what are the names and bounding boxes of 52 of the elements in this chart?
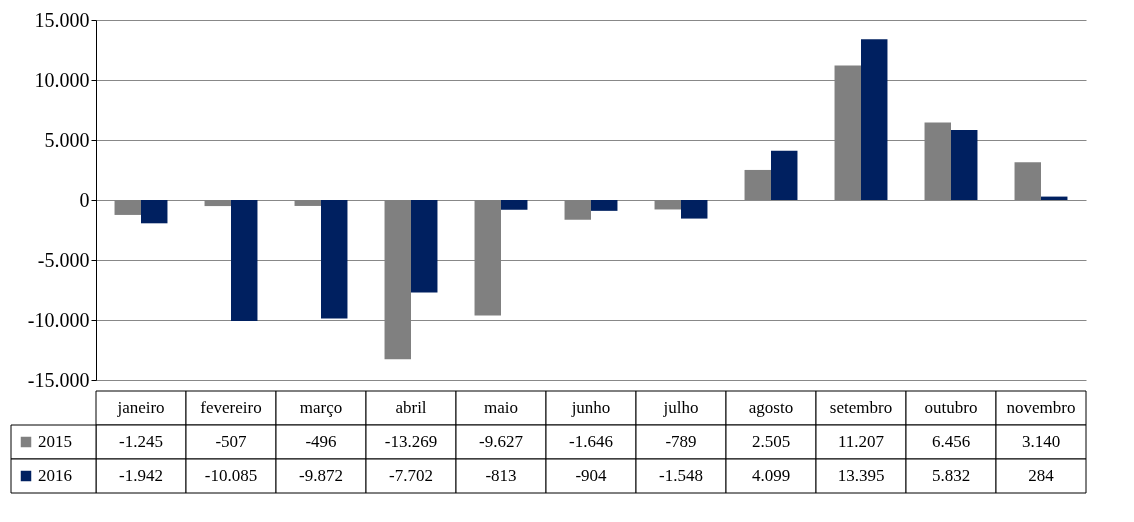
x-tick-label: janeiro <box>116 398 165 417</box>
data-label: 11.207 <box>837 432 885 451</box>
bar <box>141 200 168 224</box>
data-label: -1.548 <box>659 466 703 485</box>
bar <box>951 130 978 200</box>
data-label: 2.505 <box>751 432 791 451</box>
y-tick-label: 15.000 <box>34 8 90 31</box>
x-tick-label: setembro <box>829 398 893 417</box>
y-tick-label: -10.000 <box>27 308 90 331</box>
x-tick-label: abril <box>395 398 427 417</box>
data-label: 6.456 <box>931 432 971 451</box>
data-label: -813 <box>485 466 517 485</box>
bar <box>681 200 708 219</box>
bar <box>591 200 618 211</box>
bar <box>861 39 888 200</box>
y-tick-label: -5.000 <box>37 248 90 271</box>
bar <box>771 150 798 200</box>
x-tick-label: março <box>299 398 343 417</box>
y-tick-label: 0 <box>79 188 90 211</box>
x-tick-label: julho <box>662 398 699 417</box>
bar <box>501 200 528 210</box>
data-label: -13.269 <box>384 432 438 451</box>
legend-label: 2016 <box>38 466 72 485</box>
data-label: 284 <box>1028 466 1055 485</box>
x-tick-label: maio <box>484 398 518 417</box>
data-label: -507 <box>215 432 248 451</box>
x-tick-label: novembro <box>1006 398 1076 417</box>
y-tick-label: 10.000 <box>34 68 90 91</box>
x-tick-label: outubro <box>924 398 978 417</box>
y-tick-label: -15.000 <box>27 368 90 391</box>
bar <box>321 200 348 319</box>
data-label: -7.702 <box>389 466 433 485</box>
bar <box>231 200 258 322</box>
x-tick-label: junho <box>570 398 611 417</box>
data-label: -1.245 <box>119 432 163 451</box>
data-label: -904 <box>575 466 608 485</box>
x-tick-label: fevereiro <box>200 398 262 417</box>
legend-label: 2015 <box>38 432 72 451</box>
data-label: -496 <box>305 432 337 451</box>
data-label: 3.140 <box>1021 432 1061 451</box>
data-label: -1.646 <box>569 432 613 451</box>
y-tick-label: 5.000 <box>44 128 90 151</box>
bar <box>411 200 438 293</box>
data-label: -789 <box>665 432 697 451</box>
data-label: 5.832 <box>931 466 971 485</box>
data-label: -10.085 <box>204 466 258 485</box>
x-tick-label: agosto <box>748 398 794 417</box>
data-label: 4.099 <box>751 466 791 485</box>
data-label: -1.942 <box>119 466 163 485</box>
data-label: -9.872 <box>299 466 343 485</box>
data-label: 13.395 <box>837 466 885 485</box>
data-label: -9.627 <box>479 432 524 451</box>
